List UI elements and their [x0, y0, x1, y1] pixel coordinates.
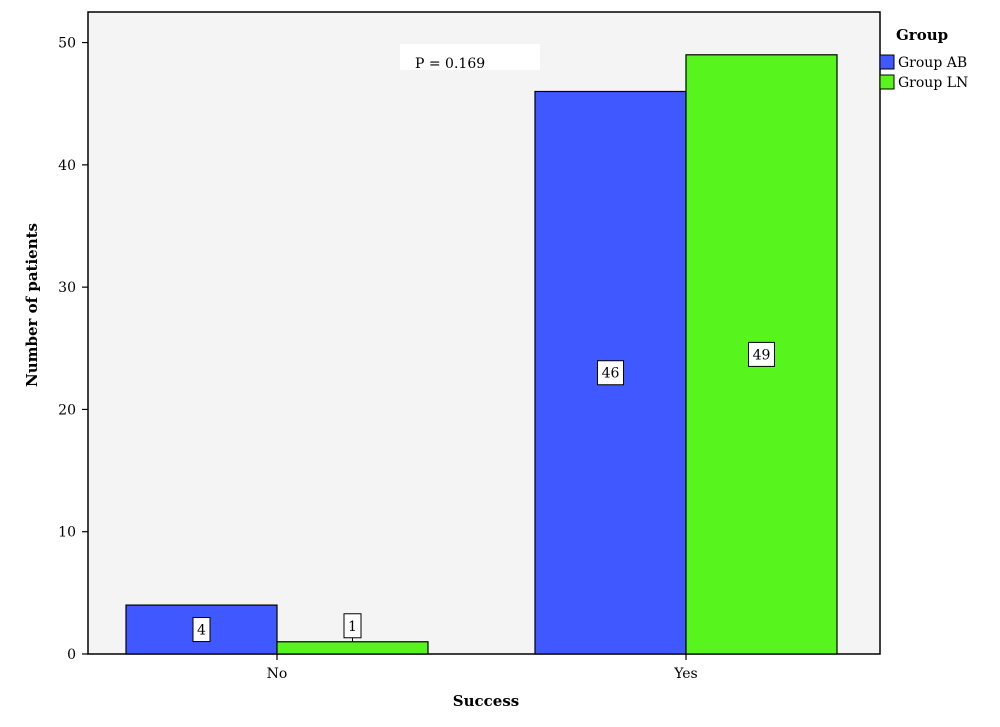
data-label-box	[597, 360, 624, 386]
y-tick-label: 40	[58, 158, 76, 174]
bar-group-ln-no	[276, 641, 429, 655]
data-label-box	[748, 341, 775, 367]
legend-label: Group AB	[898, 55, 967, 71]
y-tick-label: 0	[67, 647, 76, 663]
p-value-annotation: P = 0.169	[415, 56, 485, 72]
data-label-box	[192, 617, 211, 643]
legend-swatch	[879, 54, 895, 70]
data-label: 4	[197, 623, 206, 639]
legend-title: Group	[896, 26, 948, 44]
y-axis: 0 10 20 30 40 50	[58, 36, 88, 663]
legend: Group Group AB Group LN	[879, 26, 968, 91]
y-tick-label: 20	[58, 402, 76, 418]
legend-swatch	[879, 74, 895, 90]
y-axis-title: Number of patients	[23, 223, 41, 387]
data-label: 46	[602, 366, 620, 382]
data-label: 49	[753, 347, 771, 363]
x-axis: No Yes	[267, 654, 698, 682]
y-tick-label: 30	[58, 280, 76, 296]
annotation-box	[400, 44, 540, 70]
y-tick-label: 50	[58, 36, 76, 52]
data-label: 1	[348, 619, 357, 635]
data-label-box	[343, 613, 362, 639]
x-tick-label: Yes	[673, 666, 698, 682]
x-tick-label: No	[267, 666, 288, 682]
legend-label: Group LN	[898, 75, 968, 91]
x-axis-title: Success	[453, 692, 519, 710]
y-tick-label: 10	[58, 525, 76, 541]
data-labels-layer: 4 1 46 49	[192, 341, 775, 643]
